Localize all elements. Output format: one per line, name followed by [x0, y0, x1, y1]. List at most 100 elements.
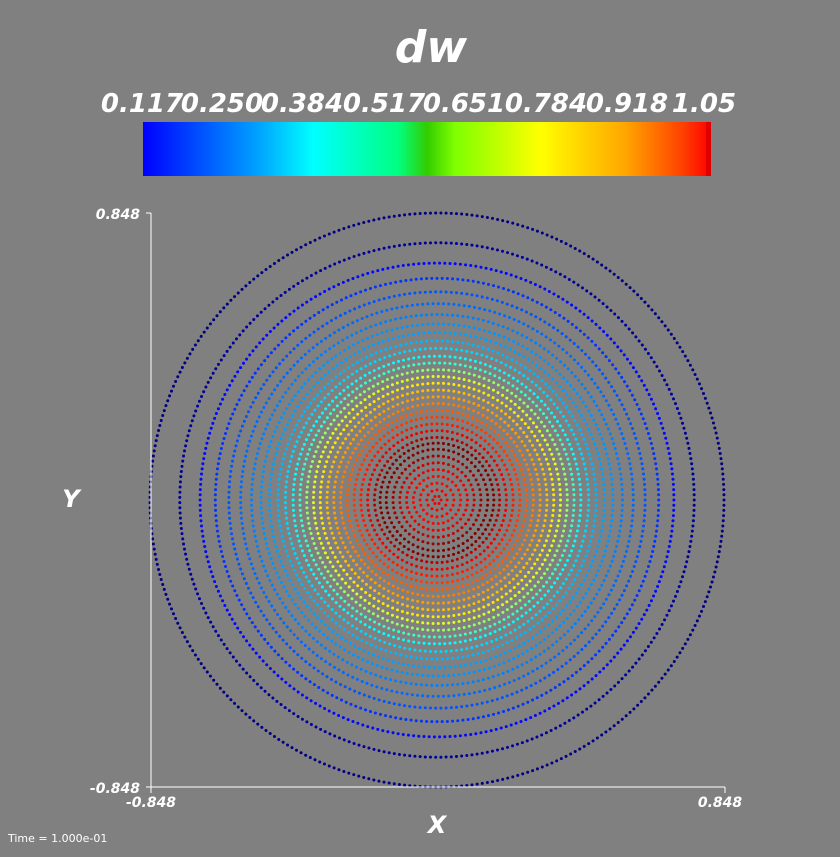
data-point: [360, 513, 364, 517]
data-point: [516, 414, 520, 418]
data-point: [216, 362, 220, 366]
data-point: [277, 259, 281, 263]
data-point: [548, 529, 552, 533]
data-point: [544, 539, 548, 543]
data-point: [409, 278, 413, 282]
data-point: [497, 503, 501, 507]
data-point: [499, 587, 503, 591]
data-point: [361, 273, 365, 277]
data-point: [653, 539, 657, 543]
data-point: [231, 537, 235, 541]
data-point: [248, 616, 251, 620]
data-point: [201, 534, 205, 538]
data-point: [364, 414, 368, 418]
data-point: [319, 643, 323, 647]
data-point: [351, 545, 355, 549]
data-point: [261, 659, 265, 663]
data-point: [416, 451, 420, 455]
data-point: [585, 573, 589, 577]
data-point: [435, 422, 439, 426]
data-point: [596, 386, 600, 390]
data-point: [643, 696, 647, 700]
data-point: [643, 574, 647, 578]
data-point: [576, 651, 580, 655]
data-point: [376, 546, 380, 550]
data-point: [489, 729, 493, 733]
data-point: [294, 472, 297, 476]
data-point: [233, 449, 237, 453]
data-point: [634, 370, 638, 374]
data-point: [357, 575, 361, 579]
data-point: [573, 418, 577, 422]
data-point: [707, 590, 711, 594]
data-point: [448, 261, 452, 265]
data-point: [538, 317, 542, 321]
data-point: [547, 386, 551, 390]
data-point: [379, 321, 383, 325]
data-point: [435, 515, 439, 519]
data-point: [386, 392, 390, 396]
data-point: [550, 477, 554, 481]
data-point: [252, 679, 256, 682]
data-point: [550, 631, 554, 635]
data-point: [491, 600, 495, 604]
data-point: [344, 437, 348, 441]
data-point: [462, 391, 466, 395]
data-point: [714, 431, 718, 435]
data-point: [581, 539, 585, 543]
data-point: [385, 308, 389, 312]
data-point: [316, 380, 320, 384]
data-point: [553, 567, 557, 571]
data-point: [551, 619, 555, 623]
data-point: [363, 434, 367, 438]
data-point: [672, 493, 676, 497]
data-point: [522, 322, 526, 326]
data-point: [445, 512, 449, 516]
data-point: [594, 364, 598, 368]
data-point: [558, 599, 562, 603]
data-point: [200, 394, 204, 398]
data-point: [603, 498, 607, 502]
data-point: [517, 508, 521, 512]
data-point: [573, 374, 577, 378]
data-point: [674, 402, 677, 406]
data-point: [461, 448, 465, 452]
data-point: [612, 724, 616, 728]
data-point: [385, 667, 389, 671]
data-point: [405, 435, 409, 439]
data-point: [402, 481, 406, 485]
data-point: [240, 709, 244, 713]
data-point: [337, 573, 341, 577]
data-point: [250, 482, 254, 486]
data-point: [378, 438, 382, 442]
data-point: [318, 440, 322, 444]
data-point: [641, 529, 645, 533]
data-point: [617, 625, 621, 629]
data-point: [392, 244, 396, 248]
data-point: [565, 351, 569, 355]
data-point: [540, 562, 544, 566]
data-point: [410, 693, 414, 697]
data-point: [394, 652, 398, 656]
data-point: [515, 477, 519, 481]
data-point: [425, 573, 429, 577]
data-point: [666, 550, 670, 554]
data-point: [565, 493, 569, 497]
data-point: [421, 600, 425, 604]
data-point: [362, 745, 366, 749]
data-point: [467, 393, 471, 397]
data-point: [567, 573, 571, 577]
data-point: [523, 630, 527, 634]
data-point: [328, 333, 332, 337]
data-point: [619, 524, 623, 528]
data-point: [444, 347, 448, 351]
data-point: [366, 488, 370, 492]
data-point: [493, 686, 497, 690]
data-point: [612, 655, 616, 659]
data-point: [465, 349, 469, 353]
data-point: [431, 555, 435, 559]
data-point: [188, 644, 192, 648]
data-point: [336, 655, 340, 659]
data-point: [436, 395, 440, 399]
data-point: [284, 336, 288, 340]
